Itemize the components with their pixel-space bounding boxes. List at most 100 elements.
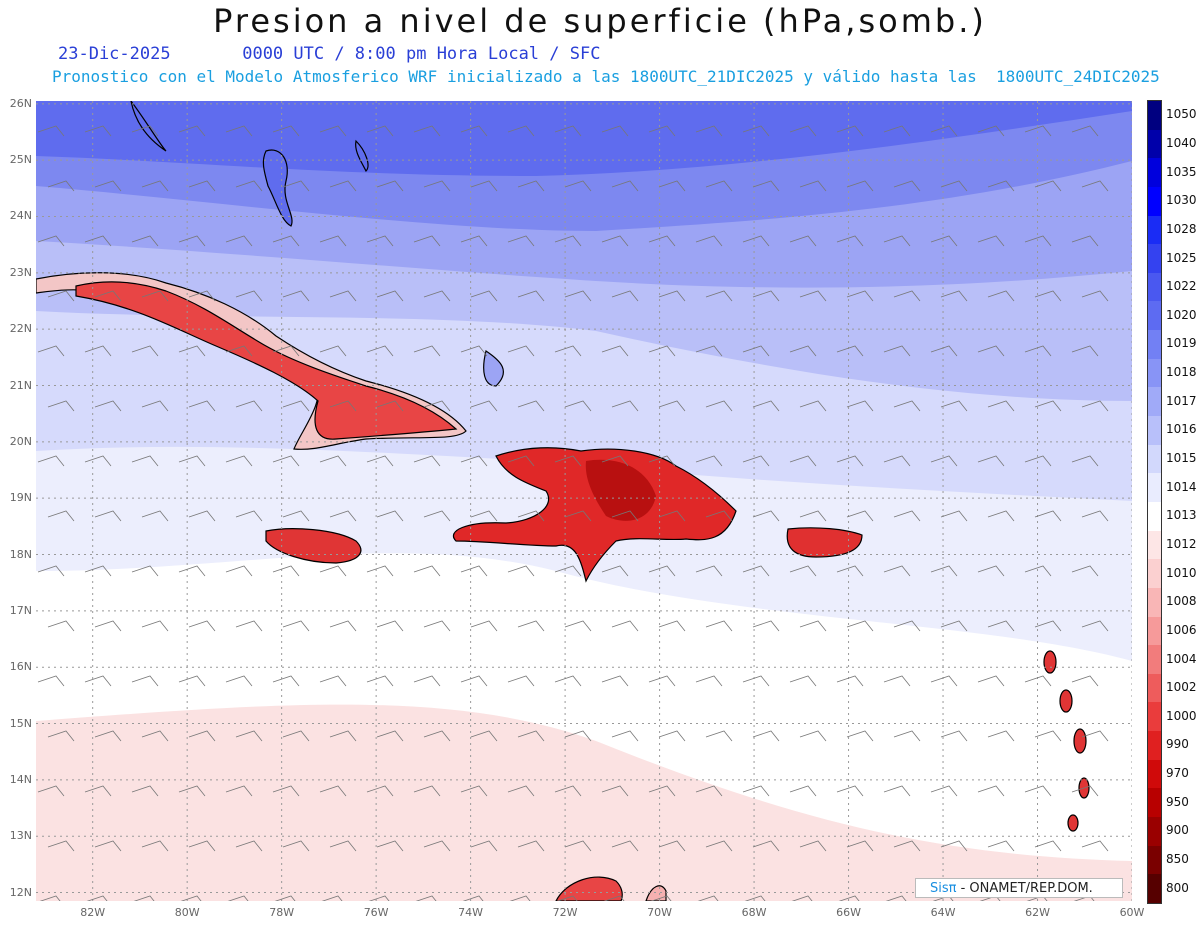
wind-barb [705,840,733,852]
wind-barb [188,400,216,412]
wind-barb [1081,290,1109,302]
wind-barb [987,290,1015,302]
wind-barb [470,840,498,852]
wind-barb [235,400,263,412]
wind-barb [695,125,723,137]
wind-barb [376,620,404,632]
wind-barb [47,510,75,522]
wind-barb [752,400,780,412]
wind-barb [930,455,958,467]
wind-barb [131,565,159,577]
wind-barb [977,235,1005,247]
wind-barb [460,235,488,247]
wind-barb [846,180,874,192]
wind-barb [368,895,390,901]
wind-barb [648,125,676,137]
wind-barb [1024,235,1052,247]
wind-barb [893,510,921,522]
wind-barb [319,785,347,797]
wind-barb [282,290,310,302]
wind-barb [846,620,874,632]
wind-barb [1024,455,1052,467]
colorbar-label: 1012 [1166,536,1197,551]
wind-barb [84,785,112,797]
wind-barb [742,345,770,357]
wind-barb [180,895,202,901]
colorbar-segment [1148,673,1161,703]
wind-barb [554,345,582,357]
wind-barb [601,675,629,687]
wind-barb [742,785,770,797]
wind-barb [1034,730,1062,742]
wind-barb [1081,180,1109,192]
wind-barb [178,565,206,577]
wind-barb [423,290,451,302]
wind-barb [752,510,780,522]
colorbar-label: 1028 [1166,221,1197,236]
wind-barb [178,125,206,137]
wind-barb [940,840,968,852]
wind-barb [885,895,907,901]
wind-barb [883,565,911,577]
colorbar-label: 800 [1166,880,1189,895]
wind-barb [235,840,263,852]
colorbar-segment [1148,215,1161,245]
wind-barb [272,675,300,687]
lon-label: 60W [1119,906,1145,919]
wind-barb [705,400,733,412]
lat-label: 14N [9,772,32,786]
wind-barb [470,510,498,522]
wind-barb [507,235,535,247]
colorbar-segment [1148,473,1161,502]
colorbar-label: 970 [1166,766,1189,781]
wind-barb [178,675,206,687]
wind-barb [705,730,733,742]
wind-barb [554,455,582,467]
wind-barb [37,345,65,357]
wind-barb [893,730,921,742]
wind-barb [611,290,639,302]
wind-barb [329,290,357,302]
wind-barb [188,620,216,632]
lon-label: 64W [930,906,956,919]
wind-barb [86,895,108,901]
wind-barb [742,125,770,137]
wind-barb [987,510,1015,522]
pressure-colorbar [1147,100,1162,904]
wind-barb [329,730,357,742]
wind-barb [705,620,733,632]
wind-barb [517,620,545,632]
wind-barb [460,125,488,137]
wind-barb [1071,125,1099,137]
wind-barb [564,400,592,412]
wind-barb [940,290,968,302]
wind-barb [366,785,394,797]
colorbar-label: 1035 [1166,164,1197,179]
lon-label: 76W [363,906,389,919]
wind-barb [47,400,75,412]
wind-barb [930,345,958,357]
wind-barb [225,345,253,357]
wind-barb [601,125,629,137]
wind-barb [883,455,911,467]
wind-barb [37,785,65,797]
model-info-line: Pronostico con el Modelo Atmosferico WRF… [52,67,1160,86]
wind-barb [274,895,296,901]
wind-barb [1034,840,1062,852]
wind-barb [47,730,75,742]
wind-barb [141,400,169,412]
wind-barb [517,730,545,742]
wind-barb [799,290,827,302]
wind-barb [789,125,817,137]
wind-barb [413,455,441,467]
colorbar-segment [1148,444,1161,474]
wind-barb [84,565,112,577]
wind-barb [554,785,582,797]
wind-barb [648,675,676,687]
colorbar-label: 1010 [1166,565,1197,580]
wind-barb [611,840,639,852]
wind-barb [695,565,723,577]
wind-barb [460,345,488,357]
wind-barb [789,785,817,797]
wind-barb [282,620,310,632]
